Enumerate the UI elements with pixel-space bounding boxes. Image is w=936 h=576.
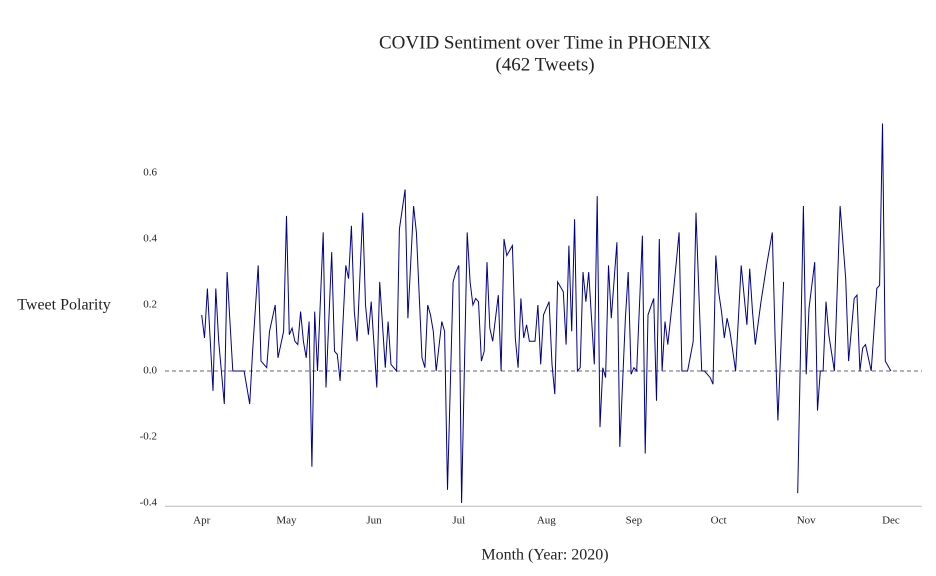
x-tick-label: Oct bbox=[711, 515, 727, 527]
x-axis-label: Month (Year: 2020) bbox=[481, 547, 608, 564]
x-tick-label: Sep bbox=[626, 515, 643, 527]
y-tick-label: 0.2 bbox=[143, 299, 157, 311]
x-tick-label: Aug bbox=[537, 515, 556, 527]
y-tick-label: 0.0 bbox=[143, 365, 157, 377]
x-tick-label: Nov bbox=[797, 515, 816, 527]
x-tick-label: Jul bbox=[452, 515, 465, 527]
x-tick-label: Dec bbox=[882, 515, 900, 527]
y-tick-label: 0.4 bbox=[143, 233, 157, 245]
y-tick-label: 0.6 bbox=[143, 167, 157, 179]
x-tick-label: May bbox=[276, 515, 297, 527]
chart-subtitle: (462 Tweets) bbox=[495, 54, 594, 75]
y-axis-label: Tweet Polarity bbox=[17, 297, 111, 314]
x-tick-label: Apr bbox=[193, 515, 210, 527]
data-line bbox=[797, 123, 892, 494]
y-tick-label: -0.4 bbox=[140, 497, 158, 509]
data-line bbox=[201, 189, 785, 504]
y-tick-label: -0.2 bbox=[140, 431, 157, 443]
chart-title: COVID Sentiment over Time in PHOENIX bbox=[379, 32, 711, 53]
x-tick-label: Jun bbox=[366, 515, 382, 527]
